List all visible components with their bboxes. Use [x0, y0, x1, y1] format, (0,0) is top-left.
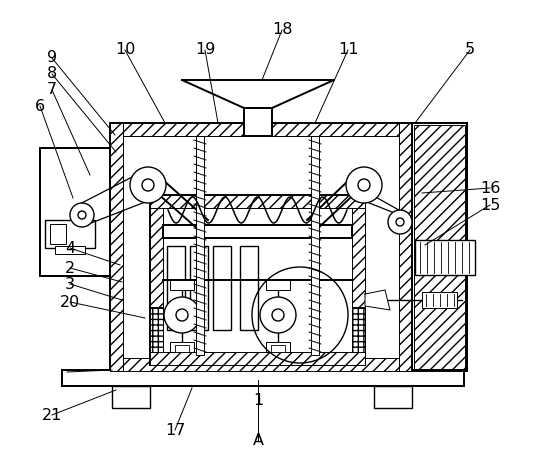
Text: 16: 16	[480, 180, 500, 195]
Bar	[42, 150, 108, 274]
Text: 3: 3	[65, 277, 75, 292]
Text: A: A	[252, 432, 264, 447]
Text: 21: 21	[42, 407, 62, 423]
Text: 2: 2	[65, 260, 75, 275]
Bar	[266, 342, 290, 352]
Circle shape	[260, 297, 296, 333]
Bar	[62, 370, 464, 386]
Text: 4: 4	[65, 240, 75, 255]
Bar	[412, 123, 467, 371]
Circle shape	[78, 211, 86, 219]
Bar	[352, 307, 365, 352]
Bar	[110, 123, 123, 371]
Bar	[414, 125, 465, 369]
Text: 9: 9	[47, 51, 57, 66]
Bar	[266, 280, 290, 290]
Bar	[422, 292, 457, 308]
Circle shape	[346, 167, 382, 203]
Bar	[271, 345, 285, 352]
Circle shape	[396, 218, 404, 226]
Bar	[415, 240, 475, 275]
Polygon shape	[182, 80, 334, 108]
Text: 7: 7	[47, 82, 57, 98]
Bar	[150, 352, 365, 365]
Bar	[170, 280, 194, 290]
Bar	[40, 148, 110, 276]
Bar	[50, 224, 66, 244]
Bar	[40, 148, 110, 276]
Text: 6: 6	[35, 99, 45, 113]
Bar	[110, 123, 412, 371]
Text: 11: 11	[338, 42, 358, 58]
Bar	[399, 123, 412, 371]
Bar	[110, 358, 412, 371]
Text: 10: 10	[115, 42, 135, 58]
Bar	[150, 307, 163, 352]
Bar	[213, 246, 231, 330]
Bar	[374, 386, 412, 408]
Bar	[167, 246, 185, 330]
Circle shape	[142, 179, 154, 191]
Bar	[110, 123, 412, 136]
Bar	[175, 345, 189, 352]
Text: 1: 1	[253, 392, 263, 407]
Bar	[170, 342, 194, 352]
Text: 19: 19	[195, 42, 215, 58]
Bar	[240, 246, 258, 330]
Circle shape	[164, 297, 200, 333]
Polygon shape	[365, 290, 390, 310]
Text: 20: 20	[60, 294, 80, 310]
Bar	[352, 195, 365, 365]
Bar	[196, 136, 204, 355]
Bar	[150, 195, 365, 365]
Circle shape	[272, 309, 284, 321]
Text: 5: 5	[465, 42, 475, 58]
Bar	[150, 195, 365, 208]
Circle shape	[176, 309, 188, 321]
Circle shape	[70, 203, 94, 227]
Bar	[150, 195, 163, 365]
Bar	[244, 108, 272, 136]
Bar	[163, 225, 352, 238]
Bar	[412, 123, 467, 371]
Bar	[311, 136, 319, 355]
Bar	[55, 246, 85, 254]
Circle shape	[358, 179, 370, 191]
Text: 17: 17	[165, 423, 185, 438]
Circle shape	[130, 167, 166, 203]
Bar	[45, 220, 95, 248]
Text: 18: 18	[272, 22, 292, 38]
Circle shape	[388, 210, 412, 234]
Text: 8: 8	[47, 66, 57, 81]
Bar	[190, 246, 208, 330]
Bar	[112, 386, 150, 408]
Text: 15: 15	[480, 198, 500, 213]
